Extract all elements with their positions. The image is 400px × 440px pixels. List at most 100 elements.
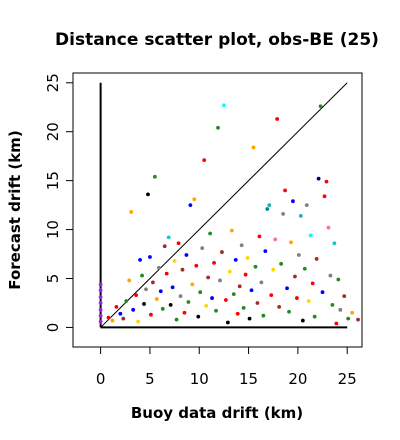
data-points bbox=[98, 103, 360, 326]
data-point bbox=[216, 125, 220, 130]
data-point bbox=[328, 273, 333, 278]
data-point bbox=[98, 295, 103, 299]
data-point bbox=[263, 249, 268, 254]
data-point bbox=[275, 117, 280, 121]
data-point bbox=[180, 267, 185, 272]
data-point bbox=[324, 179, 329, 184]
data-point bbox=[210, 296, 214, 300]
data-point bbox=[318, 104, 323, 109]
data-point bbox=[269, 293, 274, 298]
data-point bbox=[279, 261, 284, 266]
data-point bbox=[194, 263, 199, 268]
data-point bbox=[146, 192, 150, 197]
data-point bbox=[233, 258, 238, 262]
data-point bbox=[249, 288, 254, 293]
data-point bbox=[308, 233, 313, 238]
y-tick-label: 10 bbox=[44, 220, 62, 239]
data-point bbox=[243, 272, 248, 277]
x-tick-label: 5 bbox=[145, 370, 155, 388]
data-point bbox=[156, 265, 161, 270]
data-point bbox=[265, 207, 270, 211]
data-point bbox=[334, 321, 339, 326]
data-point bbox=[283, 188, 287, 193]
data-point bbox=[285, 286, 289, 291]
data-point bbox=[253, 264, 258, 269]
data-point bbox=[212, 260, 216, 265]
data-point bbox=[174, 317, 179, 322]
data-point bbox=[162, 244, 167, 249]
data-point bbox=[342, 294, 347, 299]
data-point bbox=[231, 292, 236, 297]
data-point bbox=[214, 308, 218, 313]
data-point bbox=[229, 228, 234, 233]
data-point bbox=[239, 243, 244, 248]
y-tick-label: 5 bbox=[44, 274, 62, 284]
data-point bbox=[218, 278, 222, 283]
chart-title: Distance scatter plot, obs-BE (25) bbox=[55, 30, 379, 50]
data-point bbox=[166, 235, 171, 240]
data-point bbox=[295, 296, 299, 300]
y-tick-label: 25 bbox=[44, 73, 62, 92]
data-point bbox=[241, 305, 246, 310]
data-point bbox=[98, 301, 103, 305]
data-point bbox=[281, 212, 285, 216]
data-point bbox=[227, 269, 232, 274]
data-point bbox=[142, 302, 146, 306]
x-tick-label: 0 bbox=[96, 370, 106, 388]
data-point bbox=[164, 271, 169, 276]
data-point bbox=[188, 203, 193, 208]
data-point bbox=[338, 307, 343, 312]
data-point bbox=[251, 145, 256, 150]
y-tick-label: 15 bbox=[44, 171, 62, 190]
data-point bbox=[289, 240, 293, 245]
data-point bbox=[149, 312, 153, 317]
data-point bbox=[306, 299, 311, 303]
data-point bbox=[204, 304, 209, 308]
data-point bbox=[131, 307, 136, 312]
x-tick-label: 25 bbox=[338, 370, 357, 388]
data-point bbox=[356, 317, 360, 322]
data-point bbox=[98, 307, 103, 312]
x-tick-label: 20 bbox=[288, 370, 307, 388]
data-point bbox=[114, 304, 119, 309]
data-point bbox=[190, 282, 195, 287]
reference-line-diagonal bbox=[100, 82, 348, 328]
data-point bbox=[225, 320, 230, 325]
data-point bbox=[312, 314, 317, 319]
data-point bbox=[257, 234, 262, 239]
data-point bbox=[332, 241, 337, 246]
data-point bbox=[150, 280, 155, 285]
data-point bbox=[172, 258, 177, 263]
data-point bbox=[98, 288, 103, 293]
data-point bbox=[106, 315, 111, 320]
data-point bbox=[235, 311, 240, 316]
y-tick-label: 0 bbox=[44, 323, 62, 333]
data-point bbox=[178, 294, 183, 299]
data-point bbox=[300, 318, 305, 323]
data-point bbox=[186, 300, 191, 304]
data-point bbox=[208, 231, 213, 236]
x-tick-label: 15 bbox=[239, 370, 258, 388]
data-point bbox=[176, 241, 181, 246]
data-point bbox=[129, 210, 134, 214]
data-point bbox=[346, 316, 351, 321]
data-point bbox=[170, 285, 175, 290]
data-point bbox=[245, 256, 250, 260]
data-point bbox=[127, 278, 132, 283]
data-point bbox=[302, 266, 307, 271]
data-point bbox=[134, 293, 139, 298]
data-point bbox=[273, 237, 278, 242]
x-axis-label: Buoy data drift (km) bbox=[131, 404, 303, 422]
data-point bbox=[247, 316, 252, 321]
x-tick-label: 10 bbox=[190, 370, 209, 388]
data-point bbox=[206, 275, 211, 280]
data-point bbox=[200, 246, 205, 251]
data-point bbox=[121, 316, 126, 321]
data-point bbox=[148, 255, 152, 259]
data-point bbox=[196, 314, 201, 319]
data-point bbox=[255, 301, 260, 305]
data-point bbox=[293, 274, 297, 279]
x-axis: 0 5 10 15 20 25 bbox=[96, 346, 357, 388]
data-point bbox=[322, 194, 327, 199]
data-point bbox=[144, 287, 148, 292]
